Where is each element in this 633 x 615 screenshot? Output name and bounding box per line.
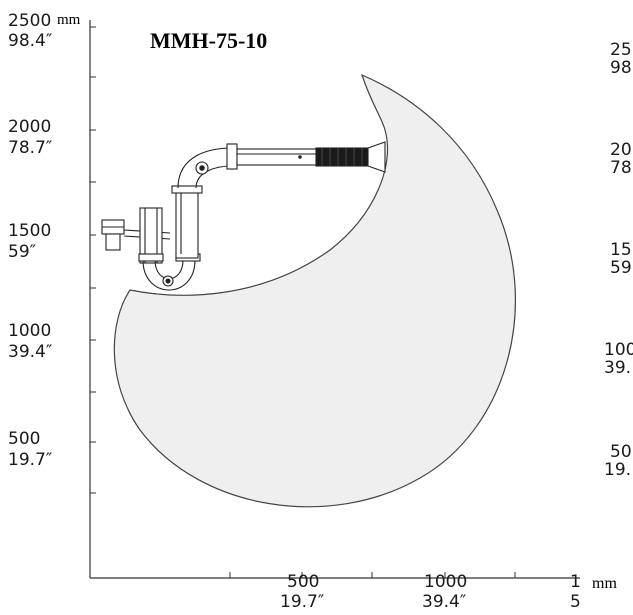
y-label-in-1000: 39.4″ [8,342,52,362]
right-label-in: 78 [610,158,632,178]
right-label-in: 39. [604,358,631,378]
x-label-in-500: 19.7″ [280,592,324,612]
right-label-mm: 20 [610,140,632,160]
right-label-mm: 15 [610,240,632,260]
flexible-hose [315,147,369,167]
reach-area [113,73,516,508]
right-label-in: 59 [610,258,632,278]
x-label-mm-clipped: 1 [570,572,581,592]
lower-bend [138,253,201,291]
y-label-mm-500: 500 [8,429,40,449]
right-label-mm: 50 [610,442,632,462]
extraction-hood [367,141,386,173]
right-label-in: 19. [604,460,631,480]
right-label-in: 98 [610,58,632,78]
y-axis-unit: mm [57,12,81,28]
right-label-mm: 100 [604,340,633,360]
y-label-in-500: 19.7″ [8,450,52,470]
y-label-in-1500: 59″ [8,242,36,262]
upper-elbow [177,143,238,189]
x-label-mm-500: 500 [287,572,319,592]
y-axis-labels: 2500 mm 98.4″ 2000 78.7″ 1500 59″ 1000 3… [8,11,81,470]
x-axis-labels: 500 19.7″ 1000 39.4″ 1 mm 5 [280,572,617,612]
riser-tube [171,185,203,259]
x-label-in-1000: 39.4″ [422,592,466,612]
diagram-title: MMH-75-10 [150,28,267,53]
extraction-arm [101,141,386,291]
x-label-in-clipped: 5 [570,592,581,612]
y-label-mm-2500: 2500 [8,11,51,31]
x-axis-unit: mm [592,575,617,592]
y-label-mm-1500: 1500 [8,221,51,241]
y-label-in-2500: 98.4″ [8,31,52,51]
x-axis-ticks [229,572,516,578]
right-label-mm: 25 [610,40,632,60]
horizontal-arm [236,148,318,166]
right-clipped-labels: 25 98 20 78 15 59 100 39. 50 19. [604,40,633,480]
y-label-mm-2000: 2000 [8,117,51,137]
y-label-in-2000: 78.7″ [8,138,52,158]
x-label-mm-1000: 1000 [424,572,467,592]
y-label-mm-1000: 1000 [8,321,51,341]
y-axis-ticks [90,26,96,494]
